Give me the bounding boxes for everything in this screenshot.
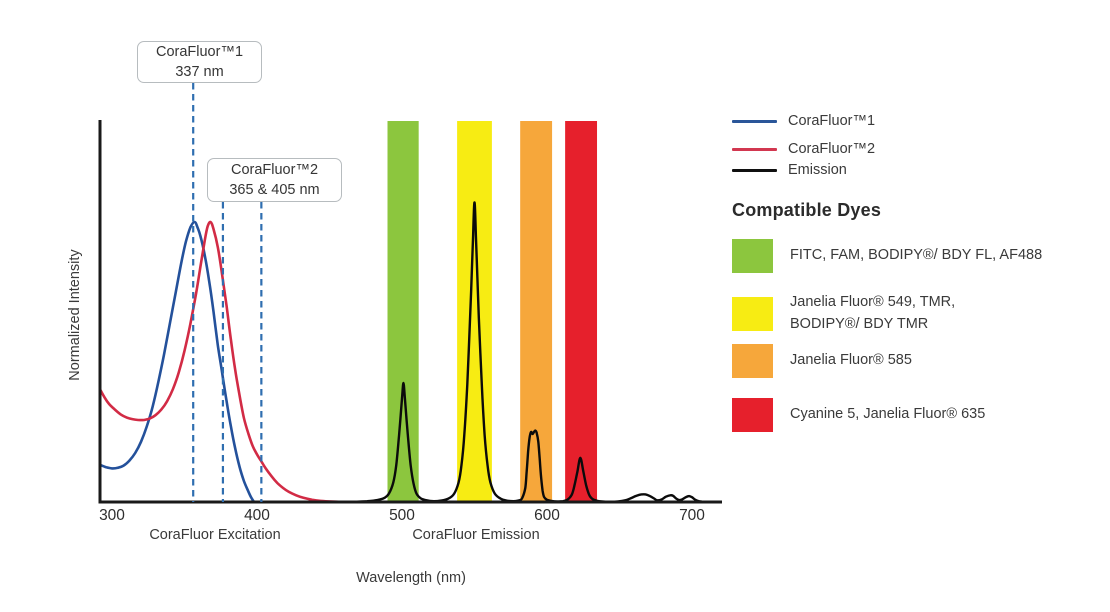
filter-band-1 [457, 121, 492, 502]
x-tick-label-600: 600 [534, 507, 560, 524]
excitation-region-label: CoraFluor Excitation [149, 527, 281, 543]
legend-label: Emission [788, 162, 847, 178]
dye-label-line2: BODIPY®/ BDY TMR [790, 315, 929, 332]
legend-label: CoraFluor™2 [788, 141, 876, 157]
x-tick-label-700: 700 [679, 507, 705, 524]
filter-band-2 [520, 121, 553, 502]
dye-label-line1: Janelia Fluor® 549, TMR, [790, 294, 956, 310]
callout-corafluor1-value: 337 nm [175, 64, 224, 80]
green-dye-swatch [732, 239, 773, 273]
y-axis-label: Normalized Intensity [67, 249, 83, 381]
x-tick-label-300: 300 [99, 507, 125, 524]
dye-label: Janelia Fluor® 585 [790, 352, 912, 369]
x-tick-label-500: 500 [389, 507, 415, 524]
legend-label: CoraFluor™1 [788, 113, 876, 129]
dye-row-yellow: Janelia Fluor® 549, TMR, BODIPY®/ BDY TM… [732, 292, 955, 336]
dye-label: FITC, FAM, BODIPY®/ BDY FL, AF488 [790, 247, 1043, 264]
dye-row-red: Cyanine 5, Janelia Fluor® 635 [732, 398, 985, 432]
series-curve-1 [99, 220, 349, 504]
callout-corafluor1: CoraFluor™1 337 nm [137, 41, 262, 83]
series-curve-2 [354, 201, 708, 504]
dye-row-orange: Janelia Fluor® 585 [732, 344, 912, 378]
emission-region-label: CoraFluor Emission [412, 527, 540, 543]
x-tick-label-400: 400 [244, 507, 270, 524]
compatible-dyes-heading: Compatible Dyes [732, 200, 882, 220]
callout-corafluor2: CoraFluor™2 365 & 405 nm [207, 158, 342, 202]
dye-label: Cyanine 5, Janelia Fluor® 635 [790, 406, 986, 423]
legend-item-corafluor2: CoraFluor™2 [732, 141, 875, 157]
legend-item-emission: Emission [732, 162, 847, 178]
corafluor2-line-swatch [732, 147, 777, 151]
callout-corafluor2-value: 365 & 405 nm [229, 182, 320, 198]
legend-item-corafluor1: CoraFluor™1 [732, 113, 875, 129]
series-curve-0 [99, 220, 256, 504]
callout-corafluor2-title: CoraFluor™2 [230, 162, 319, 178]
emission-line-swatch [732, 168, 777, 172]
callout-corafluor1-title: CoraFluor™1 [155, 44, 244, 60]
dye-row-green: FITC, FAM, BODIPY®/ BDY FL, AF488 [732, 239, 1042, 273]
yellow-dye-swatch [732, 296, 773, 331]
red-dye-swatch [732, 398, 773, 432]
dye-label: Janelia Fluor® 549, TMR, BODIPY®/ BDY TM… [790, 292, 955, 336]
filter-band-0 [387, 121, 419, 502]
x-axis-label: Wavelength (nm) [356, 570, 466, 586]
orange-dye-swatch [732, 344, 773, 378]
filter-band-3 [565, 121, 598, 502]
corafluor1-line-swatch [732, 119, 777, 123]
